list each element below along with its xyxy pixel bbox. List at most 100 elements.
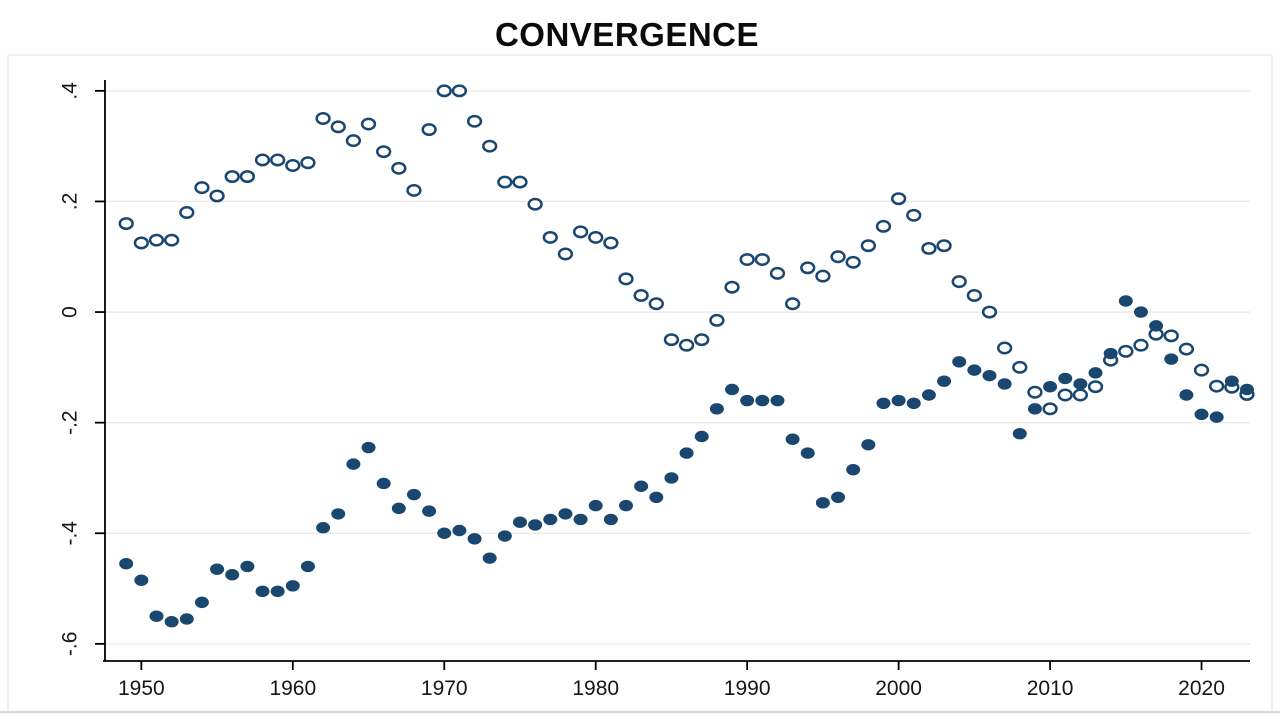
y-tick-label: -.4 xyxy=(59,521,82,546)
data-point-open xyxy=(663,333,680,347)
data-point-filled xyxy=(1027,403,1042,415)
data-point-open xyxy=(330,120,346,134)
data-point-filled xyxy=(1073,378,1088,390)
data-point-filled xyxy=(255,585,270,598)
data-point-open xyxy=(542,230,558,244)
data-point-filled xyxy=(1224,375,1239,387)
data-point-filled xyxy=(1103,347,1118,360)
data-point-open xyxy=(648,297,664,311)
data-point-filled xyxy=(785,433,800,445)
data-point-open xyxy=(996,341,1013,355)
data-point-open xyxy=(618,272,634,286)
data-point-filled xyxy=(725,383,740,396)
data-point-open xyxy=(1012,360,1028,374)
data-point-filled xyxy=(164,616,179,628)
x-tick-label: 1950 xyxy=(118,677,165,700)
data-point-open xyxy=(694,333,710,347)
data-point-filled xyxy=(861,439,876,451)
data-point-filled xyxy=(285,580,300,592)
data-point-open xyxy=(451,84,468,98)
data-point-open xyxy=(270,153,286,167)
data-point-open xyxy=(678,338,695,352)
data-point-filled xyxy=(134,574,149,586)
data-point-open xyxy=(239,170,256,184)
data-point-filled xyxy=(1012,428,1027,440)
data-point-open xyxy=(315,112,331,125)
data-point-open xyxy=(1163,329,1179,343)
data-point-open xyxy=(1087,380,1104,394)
data-point-open xyxy=(981,305,998,319)
data-point-filled xyxy=(664,472,679,484)
data-point-filled xyxy=(619,499,634,512)
data-point-open xyxy=(815,269,831,283)
data-point-open xyxy=(148,233,165,247)
data-point-open xyxy=(466,114,483,128)
chart-title: CONVERGENCE xyxy=(494,16,760,53)
data-point-open xyxy=(557,247,574,261)
data-point-filled xyxy=(482,552,497,564)
data-point-open xyxy=(194,181,210,195)
y-tick-label: -.2 xyxy=(59,410,82,435)
data-point-filled xyxy=(1088,367,1103,379)
data-point-open xyxy=(1178,342,1195,356)
data-point-open xyxy=(800,261,816,275)
x-tick-label: 1990 xyxy=(724,677,771,700)
y-tick-label: 0 xyxy=(59,306,82,318)
data-point-open xyxy=(860,239,876,253)
data-point-open xyxy=(345,134,362,148)
y-tick-label: .2 xyxy=(59,193,82,211)
data-point-filled xyxy=(709,403,724,415)
data-point-filled xyxy=(149,610,164,622)
data-point-filled xyxy=(1149,320,1164,332)
data-point-filled xyxy=(558,508,573,520)
data-point-filled xyxy=(740,394,755,407)
data-point-filled xyxy=(225,569,240,581)
data-point-filled xyxy=(376,477,391,490)
x-tick-label: 2010 xyxy=(1027,677,1074,700)
data-point-open xyxy=(890,192,907,206)
data-point-open xyxy=(406,183,422,197)
data-point-open xyxy=(921,242,937,255)
data-point-filled xyxy=(876,397,891,409)
data-point-open xyxy=(1042,402,1058,416)
data-point-filled xyxy=(815,497,830,509)
data-point-open xyxy=(875,219,892,233)
data-point-filled xyxy=(634,480,649,492)
data-point-open xyxy=(754,253,770,266)
data-point-filled xyxy=(1164,353,1179,365)
data-point-open xyxy=(603,236,619,250)
data-point-filled xyxy=(1209,411,1224,423)
x-tick-label: 1970 xyxy=(421,677,468,700)
x-tick-label: 2000 xyxy=(875,677,922,700)
x-tick-label: 2020 xyxy=(1178,677,1225,700)
data-point-filled xyxy=(997,378,1012,390)
data-point-open xyxy=(724,280,740,294)
data-point-filled xyxy=(588,499,603,512)
data-point-filled xyxy=(770,394,785,407)
data-point-filled xyxy=(982,369,997,382)
data-point-open xyxy=(784,297,801,311)
data-point-filled xyxy=(891,394,906,407)
data-point-open xyxy=(133,236,149,250)
data-point-open xyxy=(709,313,725,327)
data-point-filled xyxy=(194,596,209,609)
data-point-filled xyxy=(846,463,861,476)
data-point-open xyxy=(497,175,513,189)
data-point-open xyxy=(285,159,301,172)
data-point-filled xyxy=(1133,306,1148,318)
data-point-filled xyxy=(406,488,421,501)
data-point-filled xyxy=(952,356,967,368)
data-point-filled xyxy=(921,389,936,401)
data-point-filled xyxy=(800,447,815,459)
data-point-filled xyxy=(1179,389,1194,401)
data-point-filled xyxy=(1239,383,1254,396)
data-point-open xyxy=(1193,363,1210,377)
data-point-open xyxy=(936,239,952,253)
data-point-filled xyxy=(694,430,709,443)
data-point-open xyxy=(1133,338,1149,352)
data-point-filled xyxy=(300,560,315,573)
data-point-open xyxy=(512,175,528,189)
data-point-open xyxy=(633,289,649,302)
data-point-filled xyxy=(422,505,437,517)
data-point-filled xyxy=(437,527,452,539)
